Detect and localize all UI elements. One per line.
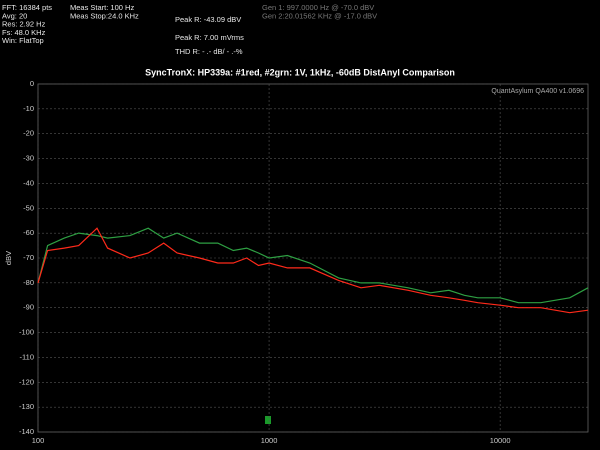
- y-tick-label: -80: [23, 278, 34, 287]
- marker: [265, 416, 271, 424]
- y-tick-label: -90: [23, 303, 34, 312]
- annotation: QuantAsylum QA400 v1.0696: [491, 88, 584, 95]
- y-axis-label: dBV: [4, 251, 13, 265]
- header-text: Meas Start: 100 Hz: [70, 3, 134, 12]
- header-text: FFT: 16384 pts: [2, 3, 52, 12]
- y-tick-label: -110: [20, 352, 34, 361]
- y-tick-label: -10: [23, 104, 34, 113]
- header-text: Fs: 48.0 KHz: [2, 28, 46, 37]
- y-tick-label: 0: [30, 79, 34, 88]
- y-tick-label: -30: [23, 154, 34, 163]
- y-tick-label: -130: [19, 402, 34, 411]
- header-text: Gen 1: 997.0000 Hz @ -70.0 dBV: [262, 3, 374, 12]
- x-tick-label: 1000: [261, 436, 278, 445]
- header-text: THD R: - .- dB/ - .-%: [175, 47, 243, 56]
- header-text: Peak R: -43.09 dBV: [175, 15, 241, 24]
- header-text: Meas Stop:24.0 KHz: [70, 11, 139, 20]
- y-tick-label: -140: [19, 427, 34, 436]
- y-tick-label: -100: [19, 328, 34, 337]
- y-tick-label: -70: [23, 253, 34, 262]
- x-tick-label: 100: [32, 436, 45, 445]
- y-tick-label: -40: [23, 178, 34, 187]
- header-text: Avg: 20: [2, 11, 27, 20]
- chart-title: SyncTronX: HP339a: #1red, #2grn: 1V, 1kH…: [145, 67, 455, 77]
- y-tick-label: -60: [23, 228, 34, 237]
- header-text: Peak R: 7.00 mVrms: [175, 33, 244, 42]
- series-line: [37, 227, 589, 304]
- header-text: Gen 2:20.01562 KHz @ -17.0 dBV: [262, 11, 377, 20]
- y-tick-label: -50: [23, 203, 34, 212]
- header-text: Res: 2.92 Hz: [2, 20, 46, 29]
- header-text: Win: FlatTop: [2, 36, 44, 45]
- series-line: [37, 227, 589, 314]
- y-tick-label: -20: [23, 129, 34, 138]
- x-tick-label: 10000: [490, 436, 511, 445]
- y-tick-label: -120: [19, 377, 34, 386]
